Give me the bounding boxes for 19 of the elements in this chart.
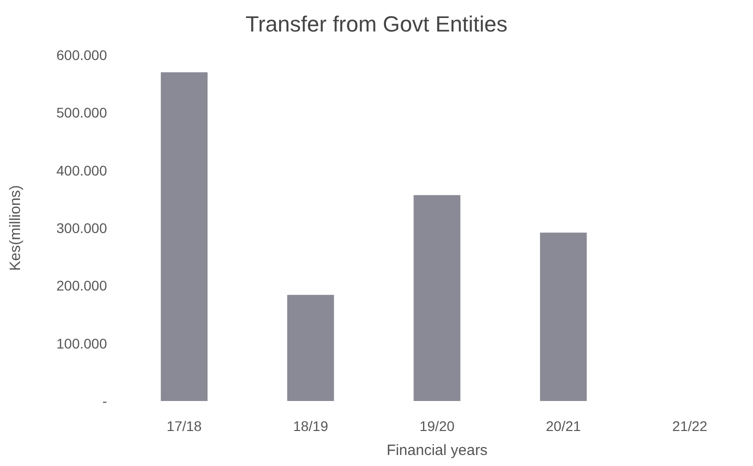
x-tick-label: 17/18	[166, 418, 202, 434]
y-tick-label: 200.000	[56, 278, 108, 294]
bar	[540, 232, 587, 401]
x-tick-label: 20/21	[546, 418, 582, 434]
y-tick-label: 600.000	[56, 47, 108, 63]
chart-title: Transfer from Govt Entities	[245, 12, 508, 36]
bar	[287, 294, 334, 401]
bar	[160, 72, 208, 401]
x-axis-title: Financial years	[386, 442, 488, 459]
y-tick-label: -	[102, 393, 108, 409]
y-tick-label: 100.000	[56, 335, 108, 352]
x-tick-label: 18/19	[293, 418, 328, 434]
y-tick-label: 300.000	[56, 220, 108, 236]
bar	[414, 195, 460, 401]
y-tick-label: 500.000	[56, 104, 108, 121]
x-tick-label: 19/20	[419, 418, 455, 434]
y-axis-title: Kes(millions)	[7, 185, 24, 271]
x-tick-label: 21/22	[672, 418, 708, 434]
y-tick-label: 400.000	[56, 162, 108, 178]
